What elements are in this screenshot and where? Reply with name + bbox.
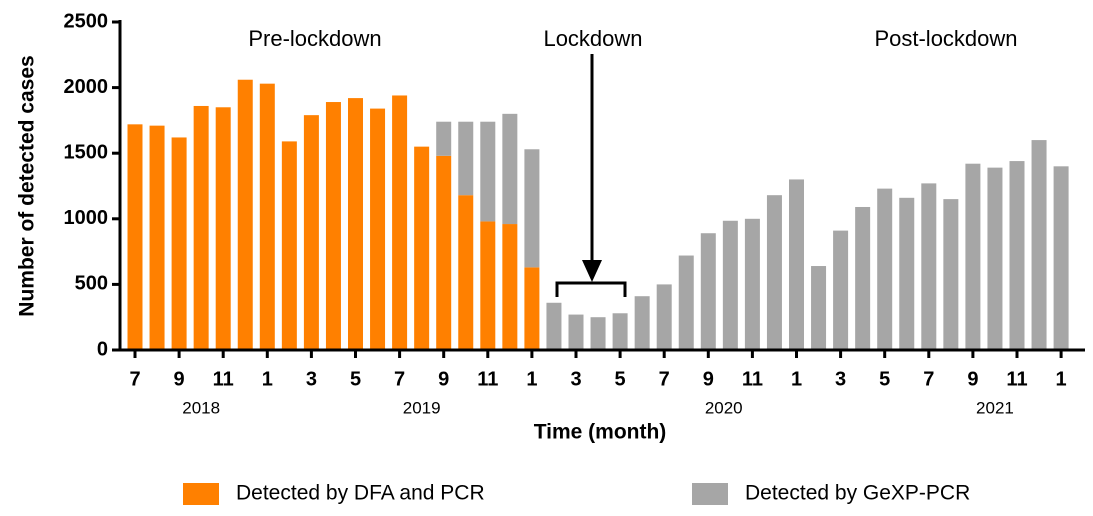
year-label: 2021 [976, 398, 1014, 417]
legend-swatch [183, 483, 219, 505]
bar-segment [811, 266, 827, 350]
bar-segment [259, 83, 275, 350]
x-tick-label: 7 [923, 368, 934, 390]
y-tick-label: 0 [97, 338, 108, 360]
y-tick-label: 1500 [64, 141, 109, 163]
bar-segment [568, 314, 584, 350]
bar-segment [436, 121, 452, 156]
x-tick-label: 7 [394, 368, 405, 390]
x-tick-label: 5 [350, 368, 361, 390]
bar-segment [149, 125, 165, 350]
bar-segment [766, 195, 782, 350]
bar-segment [502, 113, 518, 225]
x-tick-label: 11 [742, 368, 763, 390]
bar-segment [325, 102, 341, 350]
bar-segment [833, 230, 849, 350]
x-tick-label: 11 [1006, 368, 1027, 390]
bar-segment [656, 284, 672, 350]
bar-segment [877, 188, 893, 350]
annotation: Lockdown [543, 26, 642, 51]
bar-segment [524, 267, 540, 350]
x-tick-label: 11 [477, 368, 498, 390]
x-tick-label: 9 [438, 368, 449, 390]
x-tick-label: 3 [306, 368, 317, 390]
bar-segment [171, 137, 187, 350]
x-tick-label: 7 [129, 368, 140, 390]
x-tick-label: 9 [967, 368, 978, 390]
x-tick-label: 5 [879, 368, 890, 390]
bar-segment [678, 255, 694, 350]
annotation: Pre-lockdown [248, 26, 381, 51]
bar-segment [1009, 161, 1025, 350]
bar-segment [899, 197, 915, 350]
y-tick-label: 1000 [64, 207, 109, 229]
legend-swatch [692, 483, 728, 505]
bar-segment [789, 179, 804, 350]
bar-segment [370, 108, 386, 350]
legend-label: Detected by GeXP-PCR [745, 482, 970, 505]
year-label: 2019 [403, 398, 441, 417]
x-tick-label: 1 [262, 368, 273, 390]
bar-segment [524, 149, 540, 268]
year-label: 2020 [705, 398, 743, 417]
x-tick-label: 5 [615, 368, 626, 390]
bar-segment [855, 206, 871, 350]
annotation: Post-lockdown [874, 26, 1017, 51]
bar-segment [546, 302, 562, 350]
bar-segment [744, 218, 760, 350]
bracket [555, 281, 627, 297]
bar-segment [458, 195, 474, 350]
x-tick-label: 9 [174, 368, 185, 390]
bar-segment [634, 296, 650, 350]
x-tick-label: 1 [1056, 368, 1067, 390]
bar-segment [943, 199, 959, 350]
bar-segment [1053, 166, 1069, 350]
bar-segment [237, 79, 253, 350]
x-tick-label: 7 [659, 368, 670, 390]
legend: Detected by DFA and PCR Detected by GeXP-… [183, 482, 970, 505]
year-label: 2018 [182, 398, 220, 417]
bar-segment [215, 107, 231, 350]
x-axis-label: Time (month) [534, 421, 667, 444]
y-tick-label: 2500 [64, 10, 109, 32]
legend-label: Detected by DFA and PCR [236, 482, 485, 505]
bar-segment [502, 224, 518, 350]
bar-segment [414, 146, 430, 350]
bar-segment [480, 221, 496, 350]
x-tick-label: 9 [703, 368, 714, 390]
bar-segment [193, 105, 209, 350]
y-axis-label: Number of detected cases [16, 55, 39, 316]
bar-segment [612, 313, 628, 350]
bar-segment [1031, 140, 1047, 350]
bar-segment [965, 163, 981, 350]
x-tick-label: 1 [791, 368, 802, 390]
y-tick-label: 500 [75, 273, 108, 295]
bar-segment [700, 233, 716, 350]
bar-segment [921, 183, 937, 350]
x-tick-label: 3 [835, 368, 846, 390]
bar-segment [392, 95, 408, 350]
x-tick-label: 3 [570, 368, 581, 390]
arrow-head [582, 260, 602, 282]
bar-segment [722, 220, 738, 350]
bar-segment [458, 121, 474, 196]
x-tick-label: 11 [213, 368, 234, 390]
y-tick-label: 2000 [64, 76, 109, 98]
bar-segment [348, 98, 363, 350]
bar-segment [987, 167, 1003, 350]
x-tick-label: 1 [526, 368, 537, 390]
bar-segment [303, 115, 319, 350]
bar-segment [480, 121, 496, 222]
bar-segment [436, 155, 452, 350]
bar-segment [281, 141, 297, 350]
bar-segment [127, 124, 143, 350]
bar-segment [590, 317, 606, 350]
